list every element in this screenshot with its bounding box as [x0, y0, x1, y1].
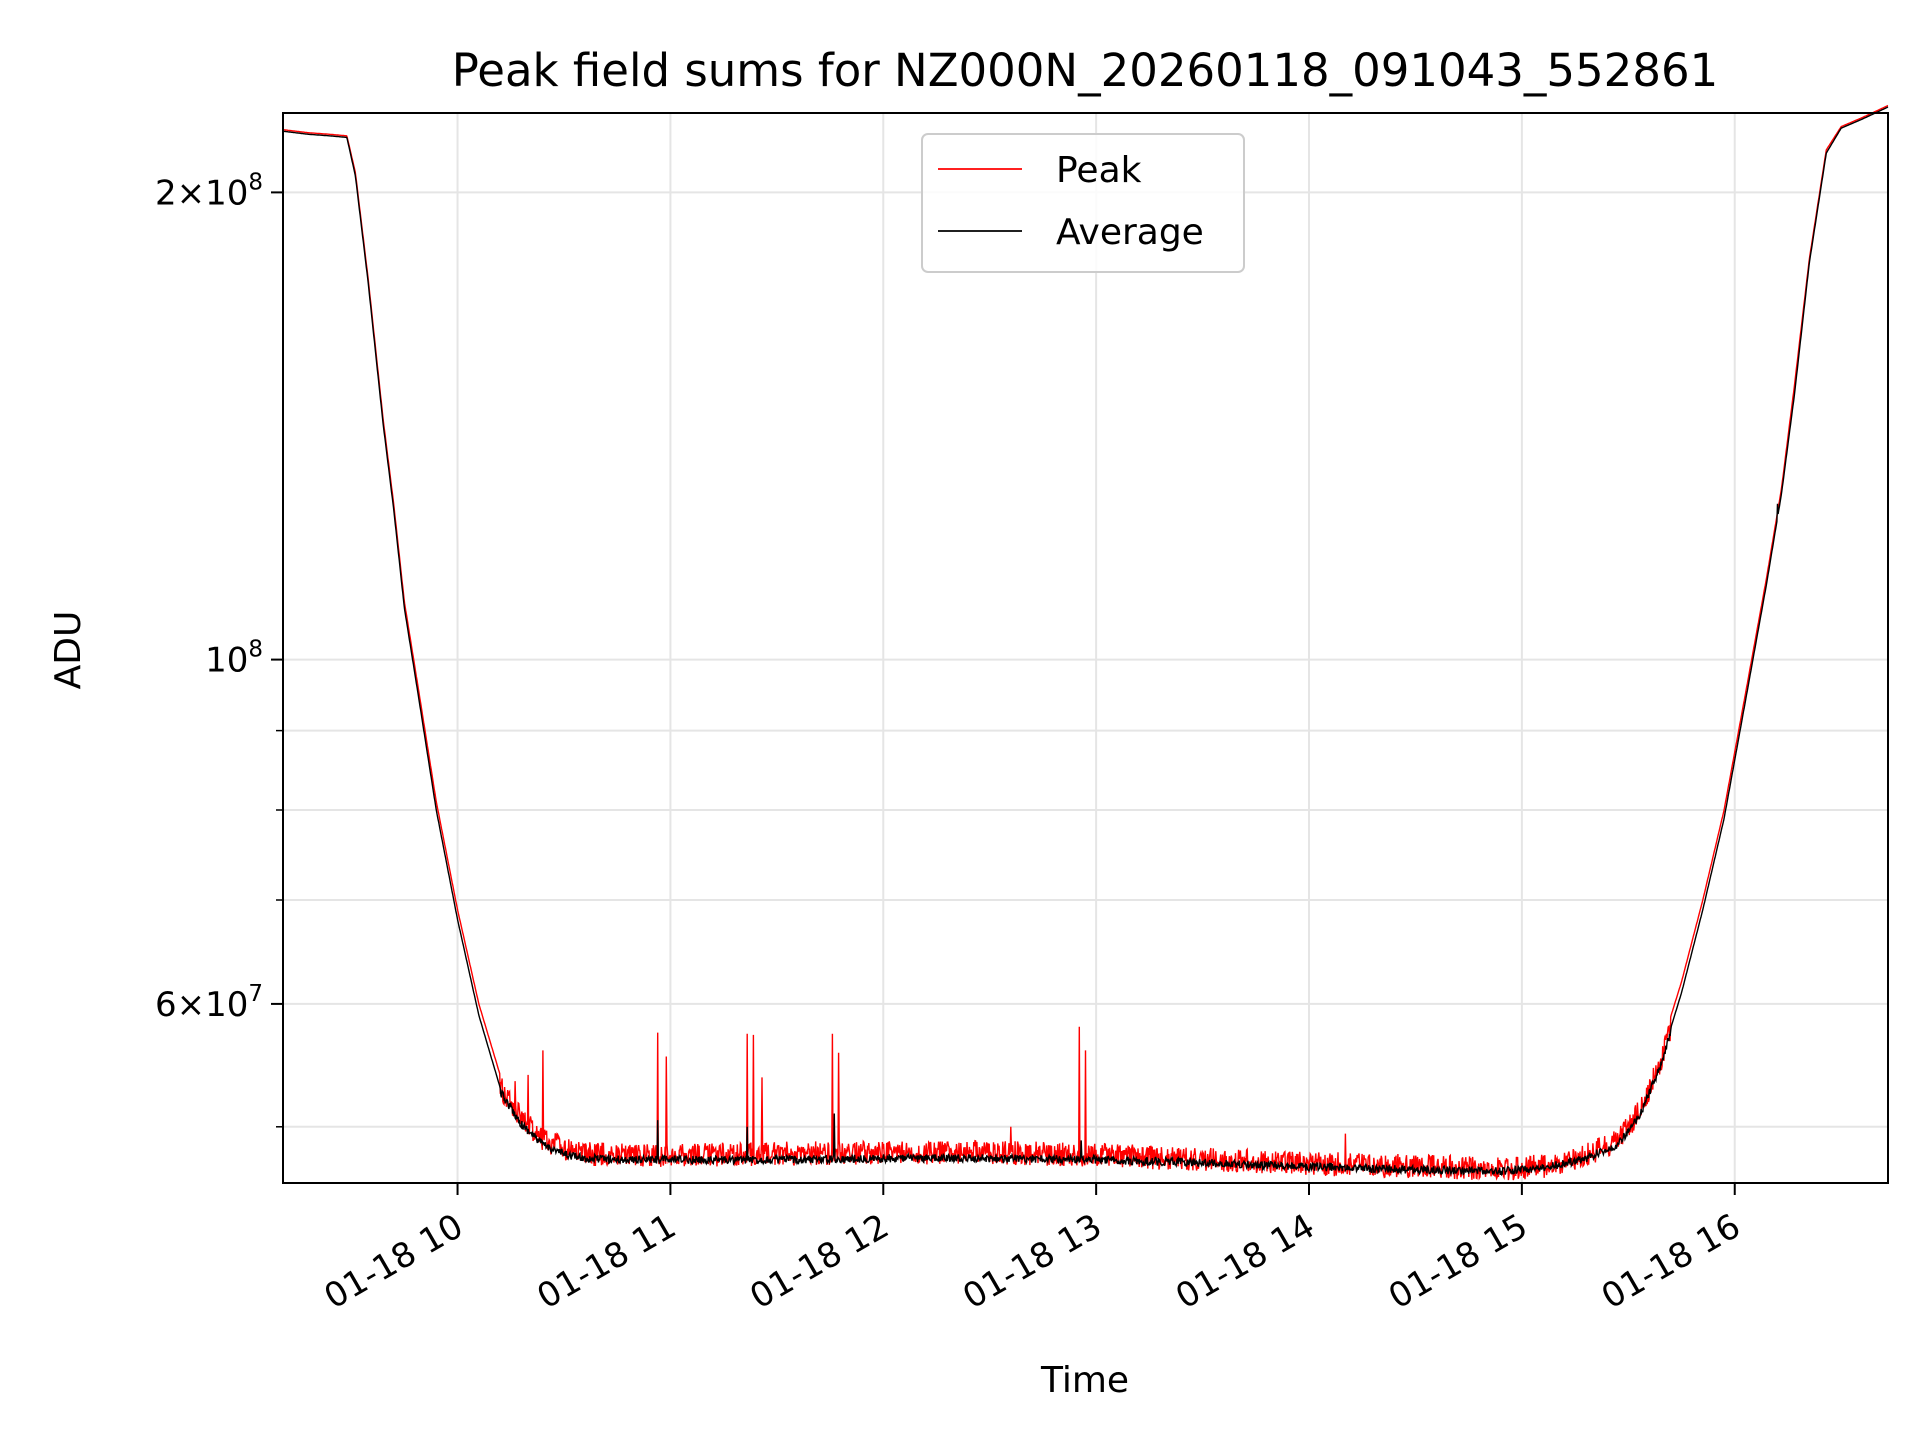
legend: Peak Average [921, 133, 1245, 273]
y-tick-label: 108 [205, 637, 263, 681]
chart-title: Peak field sums for NZ000N_20260118_0910… [452, 44, 1718, 97]
legend-peak-label: Peak [1056, 150, 1142, 191]
y-tick-label: 6×107 [155, 981, 263, 1025]
legend-average-label: Average [1056, 212, 1204, 253]
y-tick-label: 2×108 [155, 169, 263, 213]
plot-frame [282, 112, 1889, 1184]
y-axis-label: ADU [48, 611, 89, 690]
series-line-average [282, 106, 1889, 1177]
series-layer [282, 104, 1889, 1181]
x-axis-label: Time [1040, 1360, 1129, 1401]
